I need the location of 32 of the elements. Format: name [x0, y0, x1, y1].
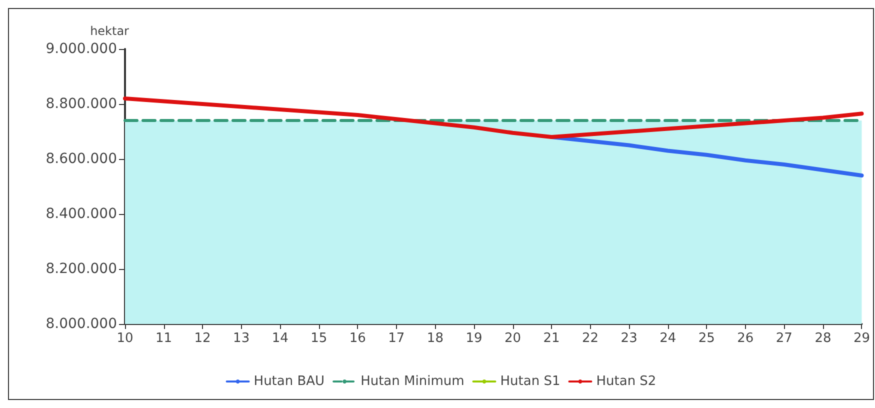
- x-tick-label: 26: [737, 331, 754, 346]
- x-tick-label: 27: [776, 331, 792, 346]
- legend-label: Hutan BAU: [254, 374, 325, 389]
- x-tick-label: 10: [116, 331, 134, 346]
- x-tick-label: 11: [156, 331, 172, 346]
- x-tick-label: 28: [814, 331, 832, 346]
- x-tick-label: 14: [272, 331, 288, 346]
- y-tick-label: 8.800.000: [46, 96, 117, 112]
- y-tick-label: 8.000.000: [46, 316, 117, 332]
- y-tick-label: 8.400.000: [46, 206, 117, 222]
- y-axis-title: hektar: [90, 24, 130, 38]
- x-tick-label: 22: [582, 331, 599, 346]
- y-tick-label: 9.000.000: [46, 41, 117, 57]
- y-tick-label: 8.600.000: [46, 151, 117, 167]
- x-tick-label: 24: [660, 331, 676, 346]
- x-tick-label: 29: [853, 331, 870, 346]
- x-tick-label: 21: [543, 331, 560, 346]
- x-tick-label: 16: [349, 331, 366, 346]
- legend-label: Hutan S1: [500, 374, 560, 389]
- x-tick-label: 23: [620, 331, 638, 346]
- x-tick-label: 13: [233, 331, 250, 346]
- x-tick-label: 17: [388, 331, 405, 346]
- y-tick-label: 8.200.000: [46, 261, 117, 277]
- x-tick-label: 18: [426, 331, 444, 346]
- legend-label: Hutan Minimum: [360, 374, 464, 389]
- x-tick-label: 12: [194, 331, 211, 346]
- x-tick-label: 19: [466, 331, 482, 346]
- x-tick-label: 15: [310, 331, 328, 346]
- legend-label: Hutan S2: [596, 374, 656, 389]
- x-tick-label: 20: [504, 331, 522, 346]
- x-tick-label: 25: [698, 331, 715, 346]
- line-series: [123, 96, 864, 139]
